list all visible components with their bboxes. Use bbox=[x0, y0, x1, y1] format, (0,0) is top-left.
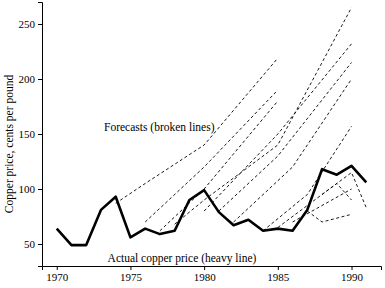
y-tick: 50 bbox=[24, 238, 42, 250]
annotation: Forecasts (broken lines) bbox=[104, 121, 215, 134]
x-axis: 1970 1975 1980 1985 1990 bbox=[43, 266, 382, 283]
actual-line bbox=[57, 166, 367, 245]
x-tick-label: 1970 bbox=[46, 271, 69, 283]
x-tick-label: 1980 bbox=[194, 271, 217, 283]
y-tick-label: 150 bbox=[19, 128, 36, 140]
x-tick-mark bbox=[57, 266, 58, 270]
y-tick-mark bbox=[38, 189, 42, 190]
forecast-line bbox=[263, 126, 351, 231]
x-tick: 1975 bbox=[120, 266, 143, 283]
y-axis-line bbox=[38, 3, 43, 267]
x-tick-mark bbox=[204, 266, 205, 270]
y-tick-mark bbox=[38, 134, 42, 135]
x-tick: 1985 bbox=[267, 266, 290, 283]
x-tick-label: 1975 bbox=[120, 271, 143, 283]
x-tick: 1970 bbox=[46, 266, 69, 283]
y-axis: 50 100 150 200 250 bbox=[19, 3, 43, 267]
y-tick-label: 50 bbox=[24, 238, 36, 250]
y-tick: 250 bbox=[19, 18, 43, 30]
y-tick-mark bbox=[38, 79, 42, 80]
x-tick-label: 1985 bbox=[267, 271, 290, 283]
x-tick: 1980 bbox=[194, 266, 217, 283]
forecast-line bbox=[234, 79, 352, 222]
y-tick: 150 bbox=[19, 128, 43, 140]
forecast-line bbox=[322, 184, 351, 201]
forecast-line bbox=[307, 211, 351, 222]
annotation: Actual copper price (heavy line) bbox=[108, 252, 257, 265]
y-tick: 100 bbox=[19, 183, 43, 195]
forecast-line bbox=[219, 63, 352, 212]
y-tick-mark bbox=[38, 244, 42, 245]
x-tick-mark bbox=[130, 266, 131, 270]
forecast-line bbox=[204, 44, 351, 211]
x-tick-label: 1990 bbox=[341, 271, 364, 283]
x-tick-mark bbox=[352, 266, 353, 270]
x-tick: 1990 bbox=[341, 266, 364, 283]
x-axis-line bbox=[43, 267, 382, 271]
y-tick-label: 250 bbox=[19, 18, 36, 30]
forecast-line bbox=[278, 173, 366, 228]
y-tick-label: 100 bbox=[19, 183, 36, 195]
plot-area bbox=[57, 8, 367, 246]
y-tick-label: 200 bbox=[19, 73, 36, 85]
chart: 1970 1975 1980 1985 1990 50 100 150 200 250 Copper… bbox=[0, 0, 385, 288]
y-axis-title: Copper price, cents per pound bbox=[3, 75, 16, 214]
y-tick: 200 bbox=[19, 73, 43, 85]
y-tick-mark bbox=[38, 24, 42, 25]
x-tick-mark bbox=[278, 266, 279, 270]
